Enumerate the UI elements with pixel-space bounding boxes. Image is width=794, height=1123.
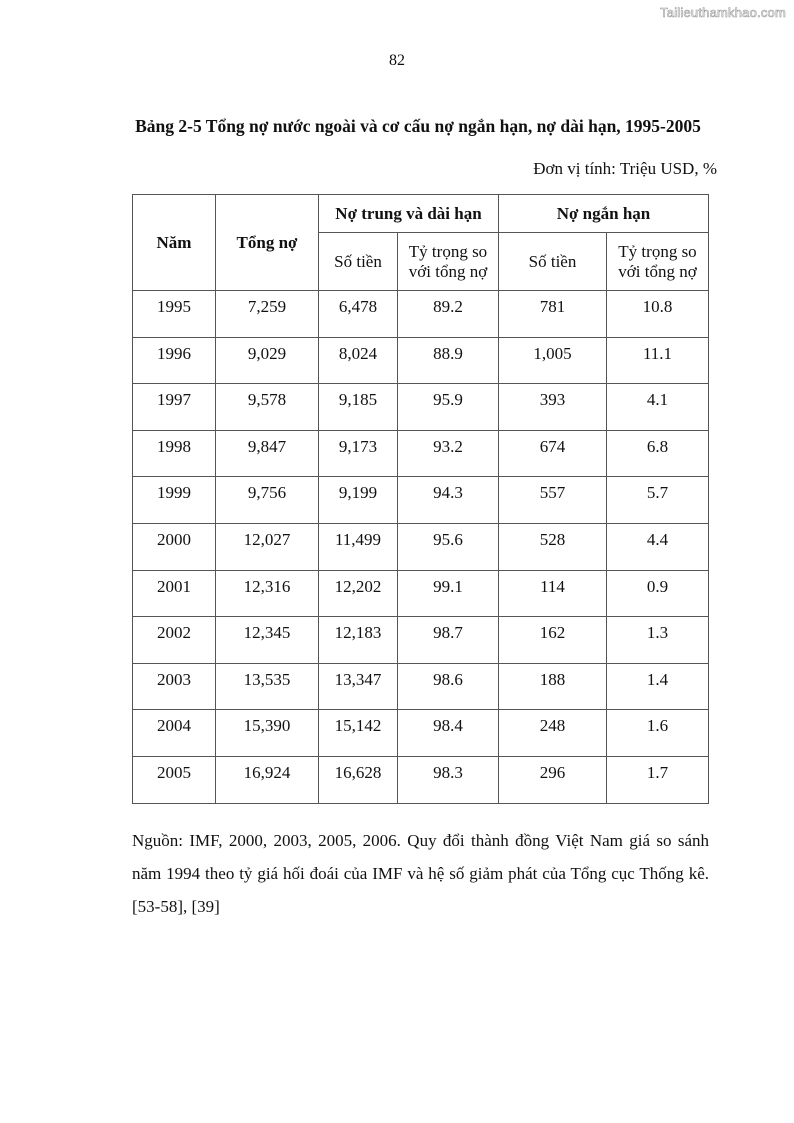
header-short-term: Nợ ngắn hạn — [498, 194, 709, 233]
cell-year: 1995 — [132, 290, 216, 338]
cell-short-share: 1.4 — [606, 662, 709, 711]
cell-short-share: 5.7 — [606, 476, 709, 524]
table-row: 2000 12,027 11,499 95.6 528 4.4 — [132, 522, 709, 571]
table-row: 1997 9,578 9,185 95.9 393 4.1 — [132, 383, 709, 431]
cell-total: 16,924 — [215, 755, 319, 804]
table-row: 2002 12,345 12,183 98.7 162 1.3 — [132, 616, 709, 664]
cell-total: 15,390 — [215, 709, 319, 757]
cell-short-amount: 674 — [498, 429, 607, 478]
header-long-share: Tỷ trọng so với tổng nợ — [397, 232, 499, 291]
cell-long-share: 93.2 — [397, 429, 499, 478]
cell-year: 2003 — [132, 662, 216, 711]
cell-short-share: 1.3 — [606, 616, 709, 664]
cell-total: 9,756 — [215, 476, 319, 524]
cell-long-share: 89.2 — [397, 290, 499, 338]
cell-long-share: 98.6 — [397, 662, 499, 711]
cell-long-share: 95.6 — [397, 522, 499, 571]
cell-short-amount: 188 — [498, 662, 607, 711]
table-row: 1999 9,756 9,199 94.3 557 5.7 — [132, 476, 709, 524]
cell-long-share: 98.7 — [397, 616, 499, 664]
cell-long-amount: 15,142 — [318, 709, 398, 757]
cell-long-amount: 6,478 — [318, 290, 398, 338]
cell-year: 2001 — [132, 569, 216, 618]
header-year: Năm — [132, 194, 216, 291]
cell-long-amount: 13,347 — [318, 662, 398, 711]
cell-total: 12,345 — [215, 616, 319, 664]
table-row: 2003 13,535 13,347 98.6 188 1.4 — [132, 662, 709, 711]
cell-total: 9,847 — [215, 429, 319, 478]
cell-short-amount: 557 — [498, 476, 607, 524]
cell-long-amount: 9,185 — [318, 383, 398, 431]
cell-total: 9,578 — [215, 383, 319, 431]
cell-short-share: 4.1 — [606, 383, 709, 431]
header-long-term: Nợ trung và dài hạn — [318, 194, 499, 233]
cell-long-amount: 12,202 — [318, 569, 398, 618]
cell-year: 2005 — [132, 755, 216, 804]
table-row: 1996 9,029 8,024 88.9 1,005 11.1 — [132, 336, 709, 385]
cell-short-share: 0.9 — [606, 569, 709, 618]
cell-long-amount: 9,199 — [318, 476, 398, 524]
cell-long-amount: 8,024 — [318, 336, 398, 385]
cell-short-amount: 162 — [498, 616, 607, 664]
cell-short-share: 4.4 — [606, 522, 709, 571]
cell-long-share: 94.3 — [397, 476, 499, 524]
header-short-amount: Số tiền — [498, 232, 607, 291]
cell-long-share: 99.1 — [397, 569, 499, 618]
cell-short-amount: 528 — [498, 522, 607, 571]
table-row: 2005 16,924 16,628 98.3 296 1.7 — [132, 755, 709, 804]
header-total: Tổng nợ — [215, 194, 319, 291]
cell-long-amount: 16,628 — [318, 755, 398, 804]
unit-label: Đơn vị tính: Triệu USD, % — [533, 159, 717, 178]
header-long-amount: Số tiền — [318, 232, 398, 291]
header-short-share: Tỷ trọng so với tổng nợ — [606, 232, 709, 291]
cell-year: 1997 — [132, 383, 216, 431]
table-row: 1995 7,259 6,478 89.2 781 10.8 — [132, 290, 709, 338]
cell-year: 2002 — [132, 616, 216, 664]
cell-total: 12,316 — [215, 569, 319, 618]
cell-short-amount: 114 — [498, 569, 607, 618]
cell-year: 1998 — [132, 429, 216, 478]
cell-long-amount: 12,183 — [318, 616, 398, 664]
cell-short-share: 1.7 — [606, 755, 709, 804]
cell-year: 1999 — [132, 476, 216, 524]
cell-total: 13,535 — [215, 662, 319, 711]
table-title: Bảng 2-5 Tổng nợ nước ngoài và cơ cấu nợ… — [135, 116, 701, 136]
cell-year: 2000 — [132, 522, 216, 571]
cell-long-amount: 11,499 — [318, 522, 398, 571]
cell-long-amount: 9,173 — [318, 429, 398, 478]
cell-short-share: 11.1 — [606, 336, 709, 385]
cell-long-share: 88.9 — [397, 336, 499, 385]
cell-short-share: 10.8 — [606, 290, 709, 338]
cell-long-share: 98.3 — [397, 755, 499, 804]
page-number: 82 — [389, 52, 405, 69]
cell-long-share: 98.4 — [397, 709, 499, 757]
cell-total: 7,259 — [215, 290, 319, 338]
cell-short-amount: 248 — [498, 709, 607, 757]
cell-year: 2004 — [132, 709, 216, 757]
debt-table: Năm Tổng nợ Nợ trung và dài hạn Nợ ngắn … — [132, 194, 709, 804]
cell-short-amount: 296 — [498, 755, 607, 804]
cell-year: 1996 — [132, 336, 216, 385]
table-row: 2004 15,390 15,142 98.4 248 1.6 — [132, 709, 709, 757]
cell-short-share: 6.8 — [606, 429, 709, 478]
table-row: 1998 9,847 9,173 93.2 674 6.8 — [132, 429, 709, 478]
cell-total: 12,027 — [215, 522, 319, 571]
cell-short-amount: 393 — [498, 383, 607, 431]
watermark: Tailieuthamkhao.com — [660, 5, 786, 21]
cell-short-amount: 781 — [498, 290, 607, 338]
cell-total: 9,029 — [215, 336, 319, 385]
cell-short-share: 1.6 — [606, 709, 709, 757]
table-row: 2001 12,316 12,202 99.1 114 0.9 — [132, 569, 709, 618]
cell-short-amount: 1,005 — [498, 336, 607, 385]
cell-long-share: 95.9 — [397, 383, 499, 431]
source-note: Nguồn: IMF, 2000, 2003, 2005, 2006. Quy … — [132, 831, 709, 916]
